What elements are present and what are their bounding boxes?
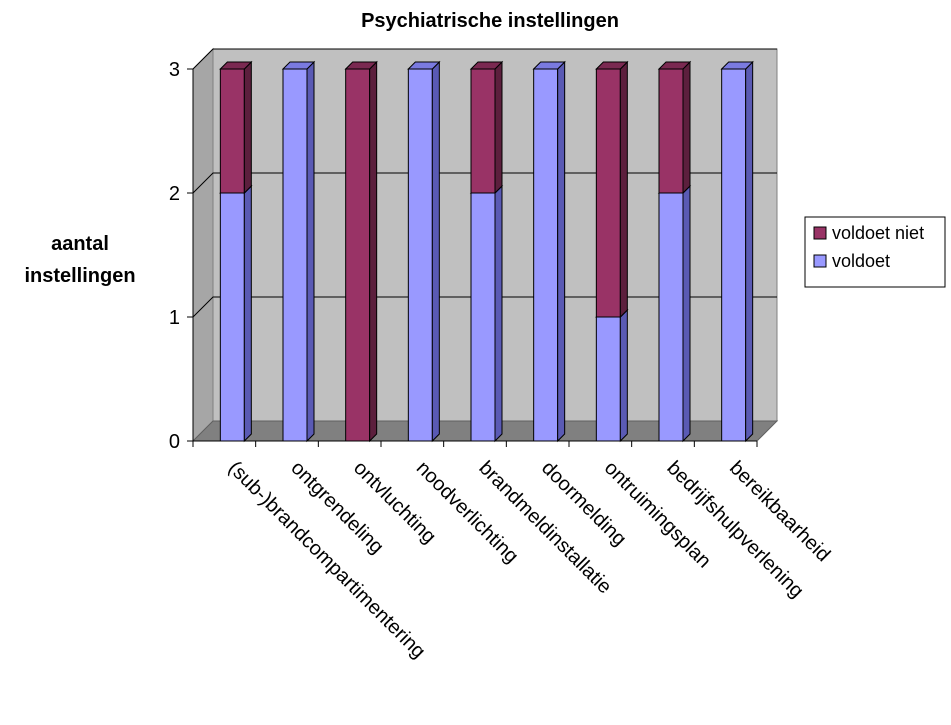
bar-side [369,60,378,443]
chart-title: Psychiatrische instellingen [361,10,619,32]
legend: voldoet niet voldoet [804,216,946,288]
bar-front [470,192,496,442]
bar-front [721,68,747,442]
bar-side [557,60,566,443]
y-tick-label: 0 [169,431,180,453]
y-tick-label: 3 [169,59,180,81]
bar-top [720,61,754,70]
bar-front [470,68,496,194]
y-tick-label: 1 [169,307,180,329]
bar-front [533,68,559,442]
bar-front [595,68,621,318]
plot-area: 0123(sub-)brandcompartimenteringontgrend… [169,47,834,663]
bar-front [595,316,621,442]
legend-label: voldoet [832,251,890,271]
bar-side [682,60,691,195]
bar-side [306,60,315,443]
bar-top [281,61,316,70]
legend-swatch [813,254,827,268]
y-axis-label-line-2: instellingen [24,265,135,287]
bar-side [243,60,252,195]
bar-top [532,61,566,70]
gridline [192,172,777,194]
side-wall [192,47,214,443]
bar-front [282,68,308,442]
bar-side [682,184,691,443]
bar-front [219,192,245,442]
bar-front [407,68,433,442]
bar-top [469,61,504,70]
bar-side [619,60,628,319]
y-axis-label-line-1: aantal [51,233,109,255]
bar-side [619,308,628,443]
bar-front [345,68,371,442]
bar-side [494,60,503,195]
gridline [192,296,777,318]
y-tick-label: 2 [169,183,180,205]
legend-label: voldoet niet [832,223,924,243]
bar-front [219,68,245,194]
legend-box [804,216,946,288]
bar-side [431,60,440,443]
category-label: ontruimingsplan [600,457,715,572]
legend-swatch [813,226,827,240]
bar-top [407,61,441,70]
bar-side [494,184,503,443]
bar-top [219,61,253,70]
bar-top [344,61,378,70]
gridline [192,48,777,70]
bar-side [243,184,252,443]
bar-front [658,192,684,442]
bar-front [658,68,684,194]
bar-top [657,61,692,70]
bar-top [595,61,629,70]
bar-side [745,60,754,443]
